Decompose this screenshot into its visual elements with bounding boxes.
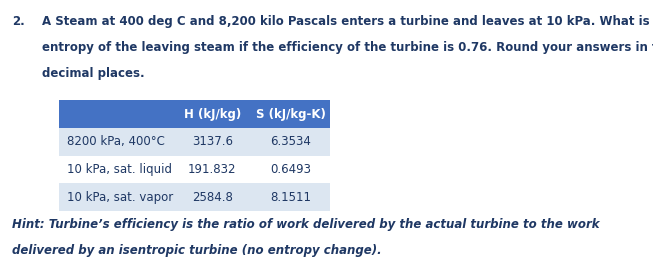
Bar — [173, 100, 251, 128]
Text: 3137.6: 3137.6 — [192, 135, 232, 148]
Text: 191.832: 191.832 — [188, 163, 236, 176]
Bar — [59, 156, 173, 183]
Bar — [59, 183, 173, 211]
Bar — [251, 128, 330, 156]
Text: 6.3534: 6.3534 — [270, 135, 311, 148]
Bar — [173, 128, 251, 156]
Text: H (kJ/kg): H (kJ/kg) — [183, 108, 241, 121]
Bar — [173, 156, 251, 183]
Text: 2584.8: 2584.8 — [192, 191, 232, 204]
Bar — [59, 128, 173, 156]
Text: 8.1511: 8.1511 — [270, 191, 311, 204]
Text: delivered by an isentropic turbine (no entropy change).: delivered by an isentropic turbine (no e… — [12, 244, 381, 257]
Text: 2.: 2. — [12, 15, 25, 27]
Text: 0.6493: 0.6493 — [270, 163, 311, 176]
Bar — [251, 100, 330, 128]
Bar — [59, 100, 173, 128]
Bar — [173, 183, 251, 211]
Text: A Steam at 400 deg C and 8,200 kilo Pascals enters a turbine and leaves at 10 kP: A Steam at 400 deg C and 8,200 kilo Pasc… — [42, 15, 653, 27]
Text: decimal places.: decimal places. — [42, 67, 145, 80]
Text: 10 kPa, sat. liquid: 10 kPa, sat. liquid — [67, 163, 172, 176]
Bar — [251, 183, 330, 211]
Text: entropy of the leaving steam if the efficiency of the turbine is 0.76. Round you: entropy of the leaving steam if the effi… — [42, 41, 653, 54]
Text: 8200 kPa, 400°C: 8200 kPa, 400°C — [67, 135, 165, 148]
Text: 10 kPa, sat. vapor: 10 kPa, sat. vapor — [67, 191, 173, 204]
Text: Hint: Turbine’s efficiency is the ratio of work delivered by the actual turbine : Hint: Turbine’s efficiency is the ratio … — [12, 218, 599, 231]
Bar — [251, 156, 330, 183]
Text: S (kJ/kg-K): S (kJ/kg-K) — [255, 108, 326, 121]
